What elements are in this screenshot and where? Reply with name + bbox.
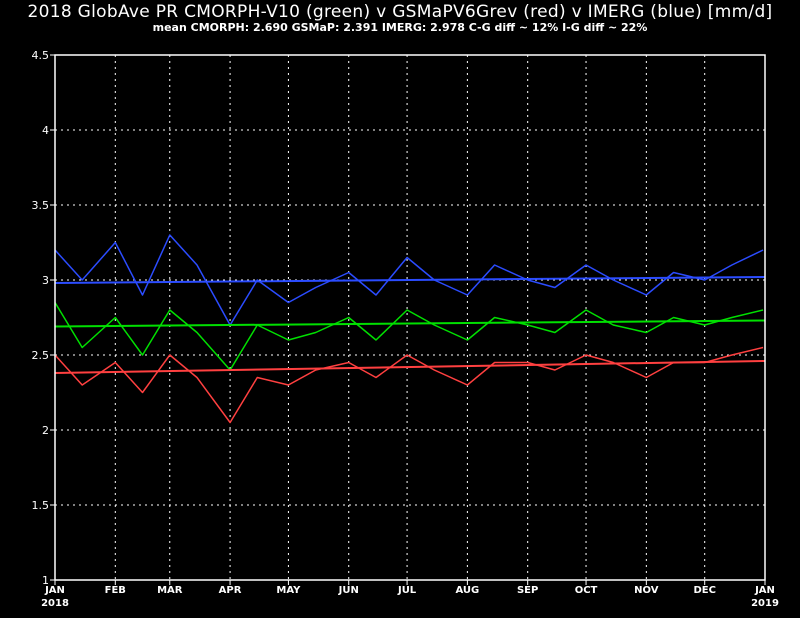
y-tick-label: 4 <box>42 124 49 137</box>
series-trend-line <box>54 360 766 374</box>
x-tick-label: JAN <box>754 585 775 596</box>
plot-frame <box>54 54 766 581</box>
series-line <box>54 234 764 326</box>
chart-subtitle: mean CMORPH: 2.690 GSMaP: 2.391 IMERG: 2… <box>152 21 648 34</box>
x-tick-label: MAY <box>276 585 301 596</box>
x-tick-label: MAR <box>157 585 183 596</box>
x-tick-label: JUN <box>338 585 359 596</box>
y-axis: 1 1.5 2 2.5 3 3.5 4 4.5 <box>32 49 55 587</box>
y-tick-label: 1.5 <box>32 499 50 512</box>
series-trend-line <box>54 276 766 284</box>
x-tick-label: APR <box>219 585 242 596</box>
x-tick-label: SEP <box>517 585 538 596</box>
x-tick-year-label: 2019 <box>751 598 779 609</box>
x-tick-label: FEB <box>105 585 126 596</box>
chart-title: 2018 GlobAve PR CMORPH-V10 (green) v GSM… <box>27 2 773 22</box>
y-tick-label: 2.5 <box>32 349 50 362</box>
x-tick-label: DEC <box>693 585 715 596</box>
y-tick-label: 3 <box>42 274 49 287</box>
x-tick-label: AUG <box>456 585 480 596</box>
x-tick-label: NOV <box>634 585 659 596</box>
x-tick-label: JUL <box>397 585 417 596</box>
x-tick-label: OCT <box>575 585 598 596</box>
series-line <box>54 346 764 424</box>
y-tick-label: 2 <box>42 424 49 437</box>
series-trend-line <box>54 319 766 328</box>
series-layer <box>54 234 764 424</box>
x-tick-year-label: 2018 <box>41 598 69 609</box>
trend-layer <box>54 276 766 374</box>
y-tick-label: 3.5 <box>32 199 50 212</box>
x-tick-label: JAN <box>44 585 65 596</box>
x-axis: JAN 2018 FEB MAR APR MAY JUN JUL AUG SEP OCT NOV DEC… <box>41 580 779 609</box>
grid <box>55 55 765 580</box>
y-tick-label: 4.5 <box>32 49 50 62</box>
y-tick-label: 1 <box>42 574 49 587</box>
series-line <box>54 302 764 371</box>
